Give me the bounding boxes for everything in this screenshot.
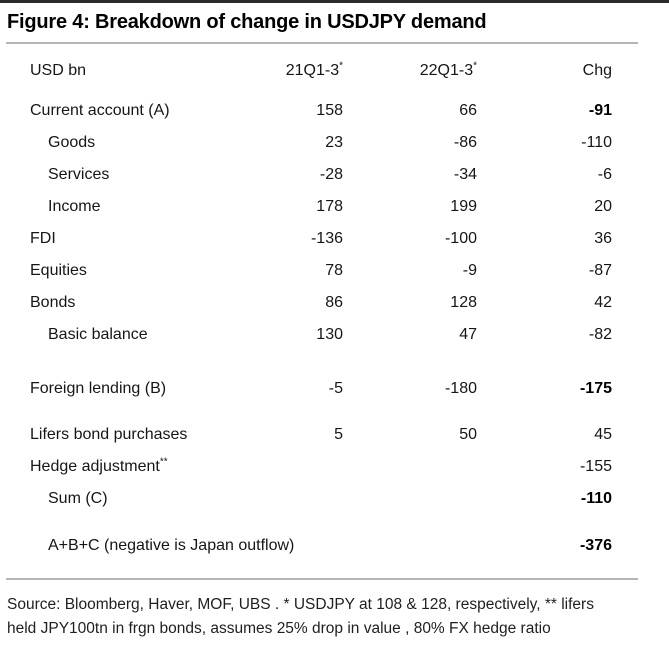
row-label: FDI (30, 230, 56, 247)
row-value-21q1-3: 5 (334, 426, 343, 443)
row-value-21q1-3: 23 (325, 134, 343, 151)
row-label: Lifers bond purchases (30, 426, 188, 443)
row-value-22q1-3: 47 (459, 326, 477, 343)
row-value-21q1-3: -136 (310, 230, 343, 247)
row-value-22q1-3: 66 (459, 102, 477, 119)
lifers-block: Lifers bond purchases 5 50 45 Hedge adjustme… (0, 419, 669, 515)
row-value-22q1-3: -9 (462, 262, 477, 279)
row-value-chg: 36 (594, 230, 612, 247)
title-divider (6, 42, 638, 44)
row-label: Current account (A) (30, 102, 170, 119)
row-value-chg: -87 (588, 262, 612, 279)
row-label: Hedge adjustment** (30, 456, 168, 475)
source-note-line: Source: Bloomberg, Haver, MOF, UBS . * U… (7, 596, 594, 613)
column-header-usd-bn: USD bn (30, 62, 87, 79)
row-value-chg: -155 (579, 458, 612, 475)
footnote-marker: ** (159, 456, 168, 468)
row-value-chg: -6 (597, 166, 612, 183)
total-block: A+B+C (negative is Japan outflow) -376 (0, 530, 669, 562)
row-value-chg: -82 (588, 326, 612, 343)
table-row: Basic balance 130 47 -82 (0, 319, 669, 351)
footnote-marker: * (473, 60, 477, 72)
row-value-chg: 42 (594, 294, 612, 311)
table-row: Equities 78 -9 -87 (0, 255, 669, 287)
row-label: Goods (48, 134, 96, 151)
table-row: Foreign lending (B) -5 -180 -175 (0, 373, 669, 405)
row-value-21q1-3: 178 (316, 198, 343, 215)
column-header-21q1-3: 21Q1-3* (285, 60, 343, 79)
table-header-row: USD bn 21Q1-3* 22Q1-3* Chg (0, 55, 669, 87)
table-row: Goods 23 -86 -110 (0, 127, 669, 159)
breakdown-table: USD bn 21Q1-3* 22Q1-3* Chg Current account… (0, 55, 669, 562)
figure-title: Figure 4: Breakdown of change in USDJPY … (7, 11, 487, 33)
current-account-block: Current account (A) 158 66 -91 Goods 23 -86 -11… (0, 95, 669, 351)
table-row: Bonds 86 128 42 (0, 287, 669, 319)
row-label: Income (48, 198, 101, 215)
row-value-22q1-3: 199 (450, 198, 477, 215)
top-rule (0, 0, 669, 3)
column-header-22q1-3: 22Q1-3* (419, 60, 477, 79)
row-value-chg: -110 (581, 134, 612, 151)
row-value-chg: -175 (579, 380, 612, 397)
row-label: Foreign lending (B) (30, 380, 167, 397)
source-note: Source: Bloomberg, Haver, MOF, UBS . * U… (7, 593, 663, 641)
row-value-chg: -376 (579, 537, 612, 554)
row-label: A+B+C (negative is Japan outflow) (48, 537, 295, 554)
row-label: Basic balance (48, 326, 148, 343)
row-label: Equities (30, 262, 87, 279)
row-value-22q1-3: -100 (444, 230, 477, 247)
row-label: Services (48, 166, 110, 183)
table-row: FDI -136 -100 36 (0, 223, 669, 255)
row-value-22q1-3: -180 (444, 380, 477, 397)
row-label: Sum (C) (48, 490, 108, 507)
row-value-22q1-3: 50 (459, 426, 477, 443)
table-row: A+B+C (negative is Japan outflow) -376 (0, 530, 669, 562)
row-value-22q1-3: -34 (453, 166, 477, 183)
row-value-21q1-3: 86 (325, 294, 343, 311)
row-value-chg: -110 (580, 490, 612, 507)
table-row: Services -28 -34 -6 (0, 159, 669, 191)
row-value-chg: 45 (594, 426, 612, 443)
foreign-lending-block: Foreign lending (B) -5 -180 -175 (0, 373, 669, 405)
table-row: Lifers bond purchases 5 50 45 (0, 419, 669, 451)
row-value-21q1-3: 78 (325, 262, 343, 279)
table-row: Hedge adjustment** -155 (0, 451, 669, 483)
row-value-chg: 20 (594, 198, 612, 215)
row-value-21q1-3: 130 (316, 326, 343, 343)
row-value-22q1-3: -86 (453, 134, 477, 151)
source-divider (6, 578, 638, 580)
table-row: Sum (C) -110 (0, 483, 669, 515)
column-header-chg: Chg (582, 62, 612, 79)
table-row: Income 178 199 20 (0, 191, 669, 223)
row-value-21q1-3: -28 (319, 166, 343, 183)
table-body: Current account (A) 158 66 -91 Goods 23 -86 -11… (0, 95, 669, 562)
row-value-chg: -91 (588, 102, 612, 119)
table-row: Current account (A) 158 66 -91 (0, 95, 669, 127)
row-value-22q1-3: 128 (450, 294, 477, 311)
source-note-line: held JPY100tn in frgn bonds, assumes 25%… (7, 620, 551, 637)
row-value-21q1-3: 158 (316, 102, 343, 119)
row-value-21q1-3: -5 (328, 380, 343, 397)
footnote-marker: * (339, 60, 343, 72)
row-label: Bonds (30, 294, 76, 311)
